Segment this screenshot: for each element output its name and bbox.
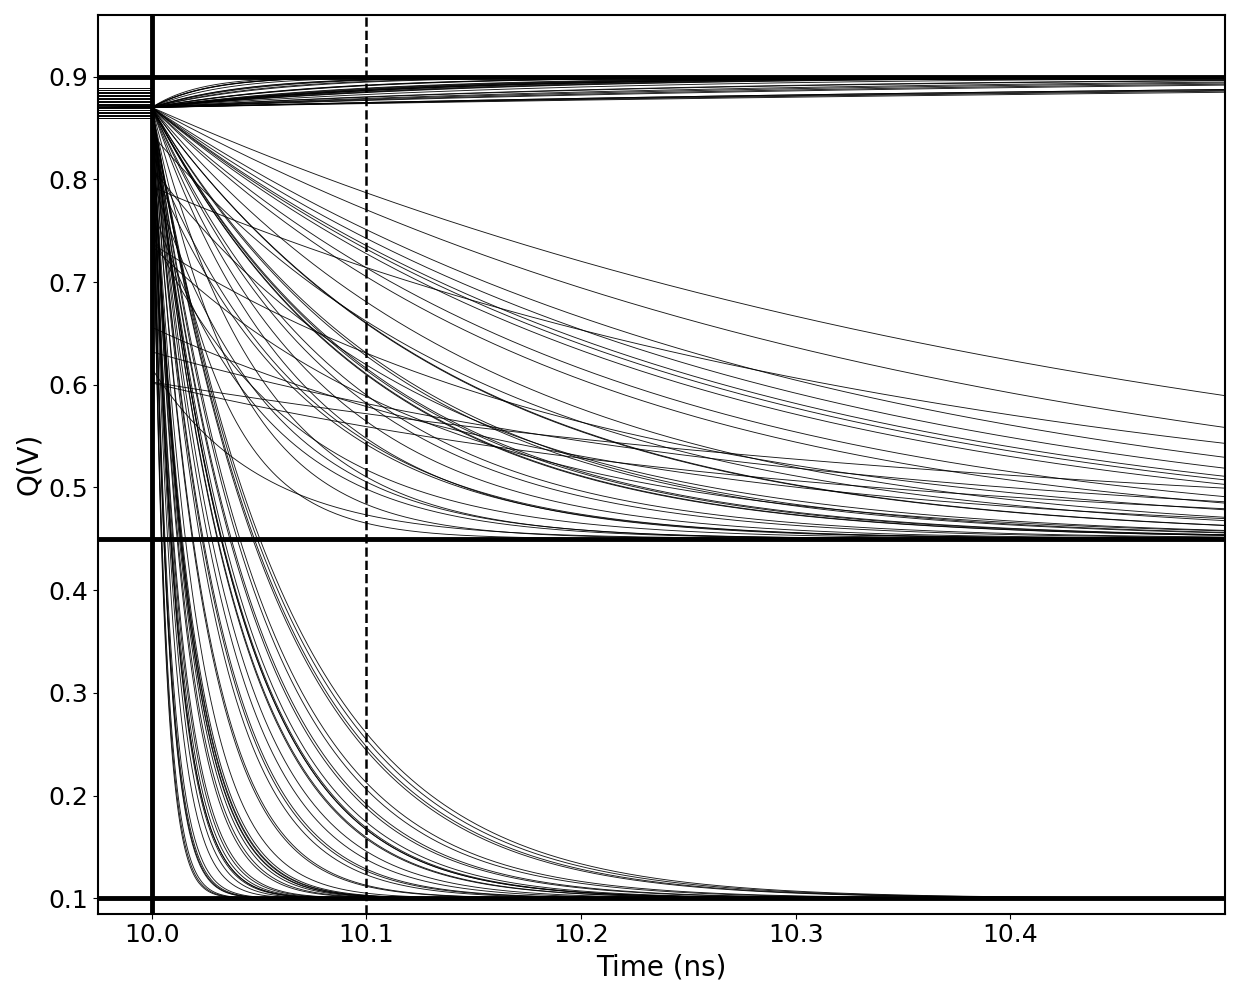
X-axis label: Time (ns): Time (ns) — [596, 953, 727, 981]
Y-axis label: Q(V): Q(V) — [15, 433, 43, 495]
